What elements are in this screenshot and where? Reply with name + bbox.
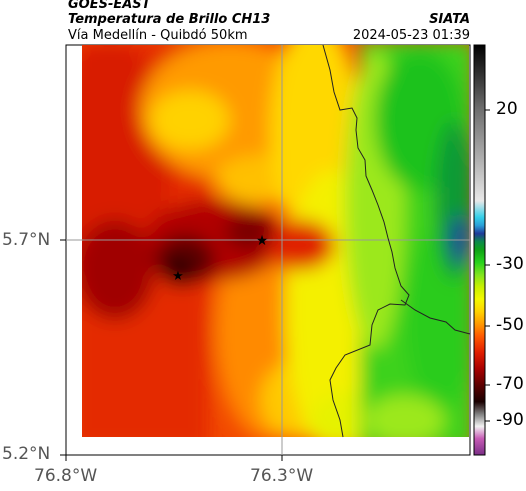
brightness-temperature-field (82, 45, 469, 437)
lon-label-76-3: 76.3°W (250, 466, 314, 486)
lon-label-76-8: 76.8°W (34, 466, 98, 486)
lat-label-5-2: 5.2°N (2, 444, 51, 464)
department-boundary (322, 44, 410, 438)
region-subtitle: Vía Medellín - Quibdó 50km (68, 28, 248, 43)
lat-label-5-7: 5.7°N (2, 230, 51, 250)
colorbar-tick-minus50: -50 (496, 315, 524, 335)
org-label: SIATA (429, 12, 470, 27)
product-title: Temperatura de Brillo CH13 (68, 12, 271, 27)
colorbar-tick-minus70: -70 (496, 374, 524, 394)
satellite-title: GOES-EAST (68, 0, 151, 12)
boundary-east (400, 299, 471, 335)
colorbar (473, 44, 486, 456)
colorbar-tick-20: 20 (496, 99, 518, 119)
colorbar-tick-minus30: -30 (496, 254, 524, 274)
datetime-label: 2024-05-23 01:39 (352, 28, 470, 43)
star-marker-west: ★ (172, 269, 184, 284)
colorbar-tick-minus90: -90 (496, 410, 524, 430)
star-marker-east: ★ (256, 233, 269, 249)
